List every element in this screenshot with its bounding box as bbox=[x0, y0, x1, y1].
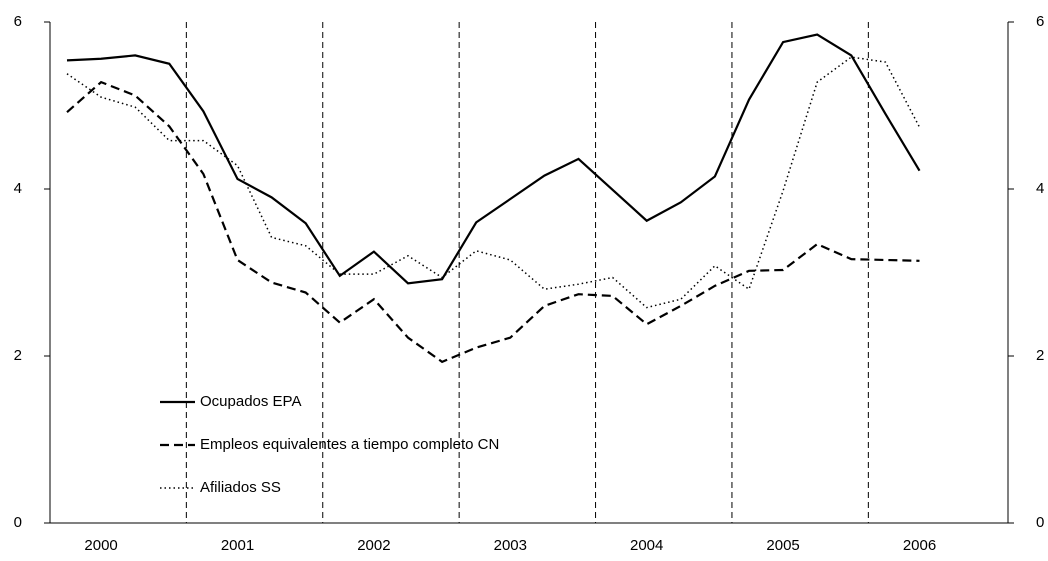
legend-label: Afiliados SS bbox=[200, 479, 281, 496]
series-line bbox=[66, 33, 921, 285]
x-tick-label: 2005 bbox=[766, 537, 799, 554]
x-tick-label: 2003 bbox=[494, 537, 527, 554]
y2-tick-label: 6 bbox=[1036, 13, 1044, 30]
legend-label: Empleos equivalentes a tiempo completo C… bbox=[200, 436, 499, 453]
x-tick-label: 2001 bbox=[221, 537, 254, 554]
y-tick-label: 6 bbox=[14, 13, 22, 30]
x-tick-label: 2000 bbox=[84, 537, 117, 554]
legend-label: Ocupados EPA bbox=[200, 393, 301, 410]
y-tick-label: 4 bbox=[14, 180, 22, 197]
x-tick-label: 2004 bbox=[630, 537, 663, 554]
series-line bbox=[66, 80, 920, 364]
y-tick-label: 2 bbox=[14, 347, 22, 364]
y2-tick-label: 0 bbox=[1036, 514, 1044, 531]
x-tick-label: 2006 bbox=[903, 537, 936, 554]
series-line bbox=[66, 56, 921, 309]
y2-tick-label: 2 bbox=[1036, 347, 1044, 364]
y2-tick-label: 4 bbox=[1036, 180, 1044, 197]
x-tick-label: 2002 bbox=[357, 537, 390, 554]
y-tick-label: 0 bbox=[14, 514, 22, 531]
